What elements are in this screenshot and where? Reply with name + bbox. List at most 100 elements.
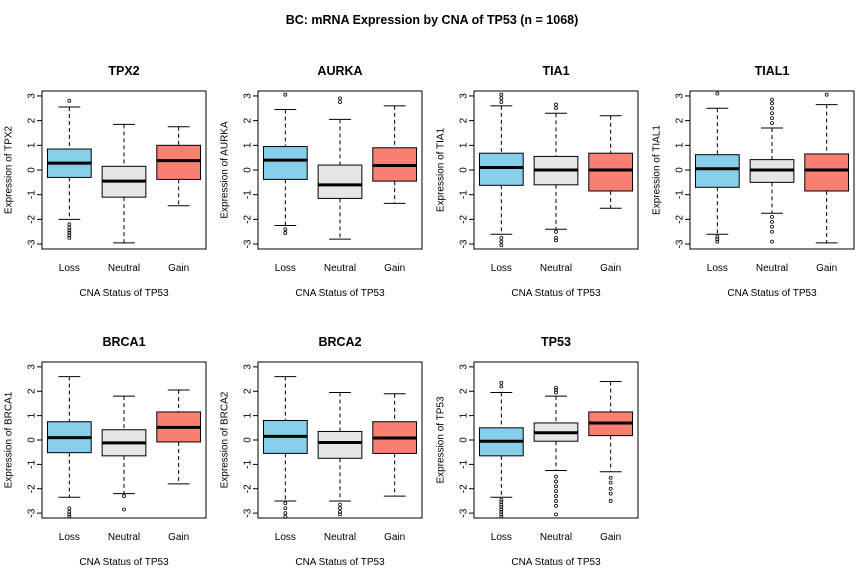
panel-brca1: BRCA1 -3 -2 -1 0 1 2 3 Expression of BRCA1 CNA St… [4, 335, 207, 568]
panel-tia1: TIA1 -3 -2 -1 0 1 2 3 Expression of TIA1 CNA Stat… [436, 64, 639, 299]
box-neutral [317, 391, 363, 517]
box-loss [478, 92, 524, 248]
outlier-point [554, 388, 558, 392]
box-neutral [101, 395, 147, 512]
y-tick-label: -3 [675, 239, 686, 248]
y-tick-label: 1 [459, 412, 470, 418]
outlier-point [67, 233, 72, 238]
box-gain [156, 126, 202, 207]
box-gain [588, 115, 634, 209]
outlier-point [338, 510, 342, 514]
x-tick-label-neutral: Neutral [324, 263, 356, 274]
outlier-point [554, 479, 558, 484]
outlier-point [770, 111, 774, 116]
y-tick-label: -2 [27, 484, 38, 493]
y-tick-label: -1 [27, 190, 38, 199]
y-axis-label: Expression of TIAL1 [652, 125, 663, 215]
iqr-box [588, 152, 634, 192]
outlier-point [499, 243, 504, 248]
outlier-point [554, 385, 558, 390]
box-neutral [101, 123, 147, 244]
iqr-box [262, 146, 308, 180]
y-tick-label: -2 [459, 484, 470, 493]
outlier-point [283, 227, 288, 232]
y-tick-label: 1 [243, 412, 254, 418]
y-tick-label: 0 [675, 167, 686, 173]
y-tick-label: 2 [243, 388, 254, 394]
y-tick-label: 2 [675, 117, 686, 123]
x-tick-label-gain: Gain [384, 532, 405, 543]
outlier-point [67, 98, 72, 103]
outlier-point [499, 500, 504, 505]
outlier-point [67, 235, 72, 240]
y-tick-label: -3 [459, 508, 470, 517]
boxplot-panels: TPX2 -3 -2 -1 0 1 2 3 Expression of TPX2 CNA Stat… [4, 64, 855, 568]
panel-title: TPX2 [108, 64, 139, 78]
outlier-point [122, 494, 126, 498]
y-tick-label: -3 [243, 508, 254, 517]
box-loss [46, 98, 92, 240]
outlier-point [608, 475, 613, 480]
outlier-point [283, 511, 288, 516]
outlier-point [499, 96, 504, 101]
outlier-point [770, 229, 774, 234]
outlier-point [283, 501, 288, 506]
y-tick-label: 0 [459, 167, 470, 173]
outlier-point [554, 229, 558, 234]
y-tick-label: 3 [675, 93, 686, 99]
outlier-point [499, 239, 504, 244]
outlier-point [499, 100, 504, 105]
iqr-box [478, 152, 524, 186]
y-tick-label: 3 [459, 364, 470, 370]
y-tick-label: -3 [459, 239, 470, 248]
y-tick-label: -2 [27, 214, 38, 223]
y-tick-label: 3 [243, 93, 254, 99]
outlier-point [608, 480, 613, 485]
y-tick-label: 2 [27, 388, 38, 394]
box-loss [46, 376, 92, 519]
outlier-point [554, 390, 558, 395]
box-neutral [533, 385, 579, 517]
outlier-point [554, 512, 558, 517]
outlier-point [67, 512, 72, 517]
outlier-point [499, 510, 504, 514]
x-tick-label-neutral: Neutral [540, 263, 572, 274]
outlier-point [608, 491, 613, 496]
y-tick-label: 2 [459, 117, 470, 123]
y-tick-label: 2 [27, 117, 38, 123]
x-tick-label-neutral: Neutral [540, 532, 572, 543]
panel-tial1: TIAL1 -3 -2 -1 0 1 2 3 Expression of TIAL1 CNA St… [652, 64, 855, 299]
x-tick-label-loss: Loss [491, 263, 512, 274]
iqr-box [156, 144, 202, 180]
outlier-point [554, 494, 558, 498]
x-tick-label-loss: Loss [491, 532, 512, 543]
panel-title: AURKA [317, 64, 362, 78]
y-axis-label: Expression of TP53 [436, 396, 447, 484]
iqr-box [804, 153, 850, 192]
outlier-point [554, 499, 558, 503]
x-tick-label-loss: Loss [59, 532, 80, 543]
outlier-point [67, 231, 72, 235]
box-neutral [749, 97, 795, 244]
y-tick-label: -1 [243, 459, 254, 468]
x-axis-label: CNA Status of TP53 [511, 557, 601, 568]
y-tick-label: 1 [675, 142, 686, 148]
y-tick-label: -2 [675, 214, 686, 223]
panel-title: TP53 [541, 335, 571, 349]
box-loss [694, 91, 740, 244]
x-axis-label: CNA Status of TP53 [295, 288, 385, 299]
x-axis-label: CNA Status of TP53 [511, 288, 601, 299]
y-axis-label: Expression of BRCA1 [4, 391, 15, 488]
panel-brca2: BRCA2 -3 -2 -1 0 1 2 3 Expression of BRCA2 CNA St… [220, 335, 423, 568]
y-tick-label: 0 [243, 167, 254, 173]
outlier-point [824, 92, 829, 97]
y-axis-label: Expression of AURKA [220, 121, 231, 219]
panel-title: BRCA2 [318, 335, 361, 349]
y-tick-label: -1 [459, 190, 470, 199]
x-tick-label-neutral: Neutral [324, 532, 356, 543]
x-axis-label: CNA Status of TP53 [79, 557, 169, 568]
box-gain [804, 92, 850, 244]
outlier-point [499, 502, 504, 507]
outlier-point [499, 380, 504, 385]
